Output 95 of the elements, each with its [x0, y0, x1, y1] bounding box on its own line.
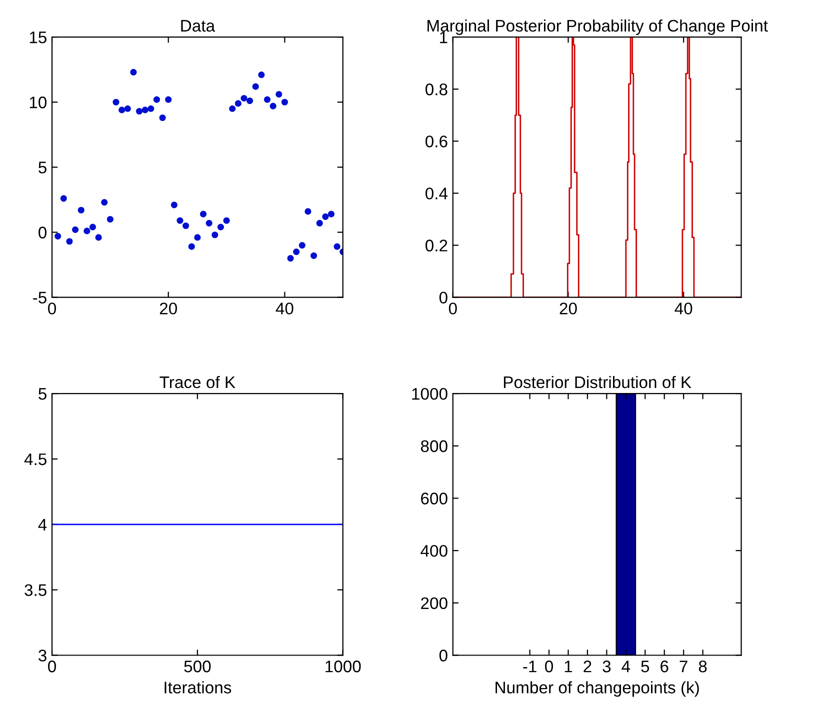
point: [95, 234, 102, 241]
point: [234, 100, 242, 107]
point: [258, 72, 265, 78]
y-tick-label: 4: [38, 518, 47, 530]
x-tick-label: 20: [160, 302, 177, 314]
y-tick-label: 4.5: [24, 454, 46, 466]
chart-title: Data: [181, 20, 216, 32]
x-tick-label: 0: [448, 302, 457, 314]
point: [328, 210, 335, 218]
x-tick-label: 40: [276, 302, 294, 314]
point: [194, 234, 201, 241]
point: [293, 248, 300, 256]
point: [200, 210, 207, 218]
point: [118, 106, 126, 114]
point: [217, 224, 224, 230]
chart-title: Trace of K: [160, 376, 236, 388]
x-tick-label: 500: [184, 660, 211, 672]
point: [298, 242, 306, 249]
point: [142, 106, 148, 114]
line-series: [452, 37, 742, 298]
point: [316, 220, 323, 226]
point: [182, 222, 190, 230]
point: [246, 98, 254, 104]
point: [148, 105, 154, 112]
chart-title: Posterior Distribution of K: [504, 376, 692, 388]
y-tick-label: 3.5: [24, 584, 46, 596]
point: [72, 226, 79, 233]
y-tick-label: 10: [30, 96, 47, 108]
y-tick-label: 5: [38, 388, 46, 400]
x-tick-label: 7: [680, 660, 688, 672]
point: [60, 195, 67, 202]
point: [165, 96, 172, 103]
x-tick-label: 2: [584, 660, 592, 672]
x-tick-label: 8: [698, 660, 707, 672]
x-tick-label: 40: [674, 302, 692, 314]
y-tick-label: 0.8: [426, 84, 448, 96]
point: [136, 108, 143, 115]
x-tick-label: 1000: [326, 660, 361, 672]
y-tick-label: 800: [420, 440, 448, 452]
point: [78, 206, 84, 214]
y-tick-label: 0: [439, 650, 448, 662]
x-tick-label: 20: [560, 302, 577, 314]
x-tick-label: 5: [641, 660, 650, 672]
y-tick-label: 1000: [412, 388, 448, 400]
x-tick-label: 0: [48, 660, 56, 672]
y-tick-label: 200: [421, 597, 448, 610]
point: [106, 216, 114, 223]
point: [89, 224, 96, 230]
point: [322, 213, 329, 220]
point: [84, 228, 90, 234]
x-tick-label: 3: [602, 660, 611, 672]
point: [223, 217, 230, 224]
y-tick-label: 0: [38, 226, 47, 238]
point: [159, 114, 166, 122]
y-tick-label: 0.4: [426, 188, 448, 200]
point: [176, 217, 184, 224]
point: [66, 238, 73, 245]
point: [54, 232, 62, 240]
point: [212, 232, 218, 238]
point: [229, 105, 236, 112]
y-tick-label: 600: [421, 492, 448, 504]
x-axis-title: Iterations: [164, 681, 232, 694]
point: [130, 68, 137, 76]
x-tick-label: 6: [660, 660, 668, 672]
y-tick-label: -5: [33, 292, 46, 304]
x-tick-label: 0: [545, 660, 553, 672]
y-tick-label: 0.6: [426, 136, 448, 148]
point: [304, 208, 312, 215]
y-tick-label: 3: [38, 650, 46, 662]
point: [101, 199, 108, 206]
point: [206, 220, 212, 226]
y-tick-label: 400: [420, 544, 448, 557]
point: [170, 202, 178, 208]
x-tick-label: 0: [48, 302, 56, 314]
point: [270, 102, 276, 110]
point: [124, 105, 131, 112]
y-tick-label: 5: [38, 162, 46, 174]
y-tick-label: 15: [30, 32, 46, 44]
point: [153, 96, 160, 103]
point: [188, 243, 195, 250]
x-tick-label: 4: [622, 660, 630, 672]
x-tick-label: -1: [523, 660, 536, 672]
point: [334, 243, 340, 250]
y-tick-label: 0: [439, 292, 448, 304]
point: [310, 252, 318, 259]
point: [264, 96, 271, 103]
x-tick-label: 1: [564, 660, 572, 672]
x-axis-title: Number of changepoints (k): [496, 681, 699, 697]
point: [252, 83, 259, 90]
point: [281, 98, 288, 106]
point: [112, 98, 120, 106]
point: [276, 91, 282, 98]
point: [240, 94, 248, 102]
point: [287, 254, 294, 262]
y-tick-label: 0.2: [426, 240, 448, 252]
